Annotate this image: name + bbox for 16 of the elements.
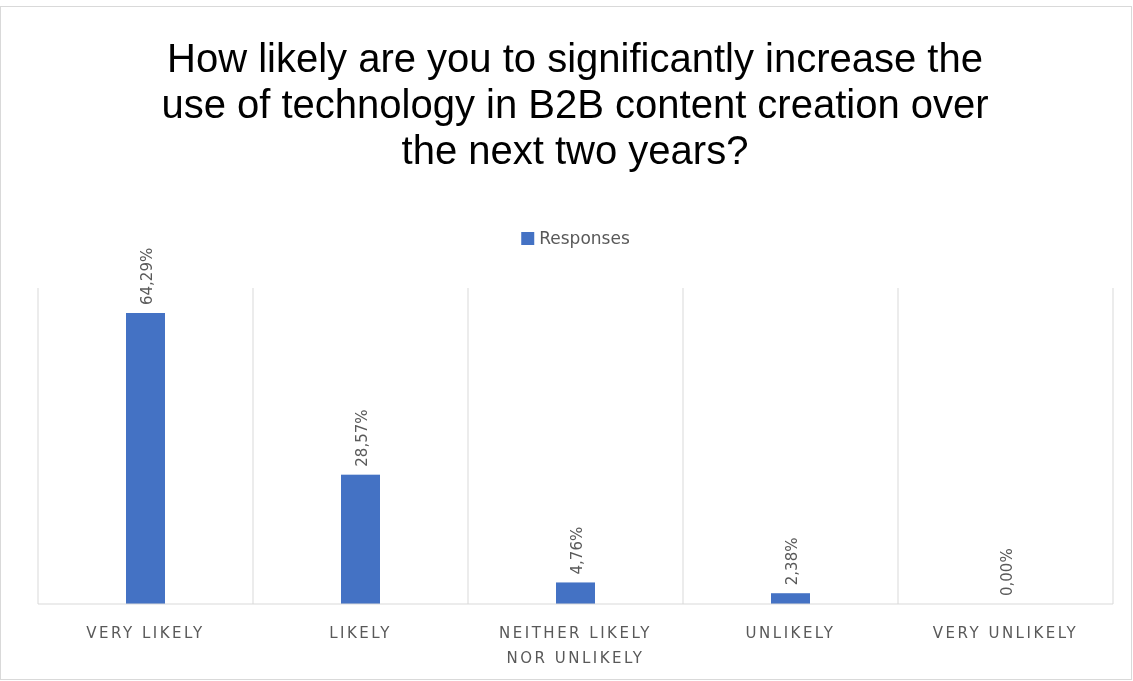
x-tick-label: UNLIKELY: [745, 624, 836, 642]
data-label: 64,29%: [137, 247, 156, 305]
bar: [126, 313, 165, 604]
x-tick-label: VERY UNLIKELY: [932, 624, 1079, 642]
chart-title: How likely are you to significantly increase the use of technology in B2B content creation over the next two years?: [161, 36, 989, 172]
bar: [771, 593, 810, 604]
data-label: 28,57%: [352, 409, 371, 467]
bar: [341, 474, 380, 604]
x-tick-label: LIKELY: [329, 624, 392, 642]
data-label: 0,00%: [997, 548, 1016, 596]
x-tick-label: NEITHER LIKELY NOR UNLIKELY: [499, 624, 652, 667]
data-label: 4,76%: [567, 526, 586, 575]
data-label: 2,38%: [782, 537, 801, 586]
x-tick-label: VERY LIKELY: [86, 624, 205, 642]
legend-label: Responses: [539, 228, 630, 248]
bar: [556, 582, 595, 604]
